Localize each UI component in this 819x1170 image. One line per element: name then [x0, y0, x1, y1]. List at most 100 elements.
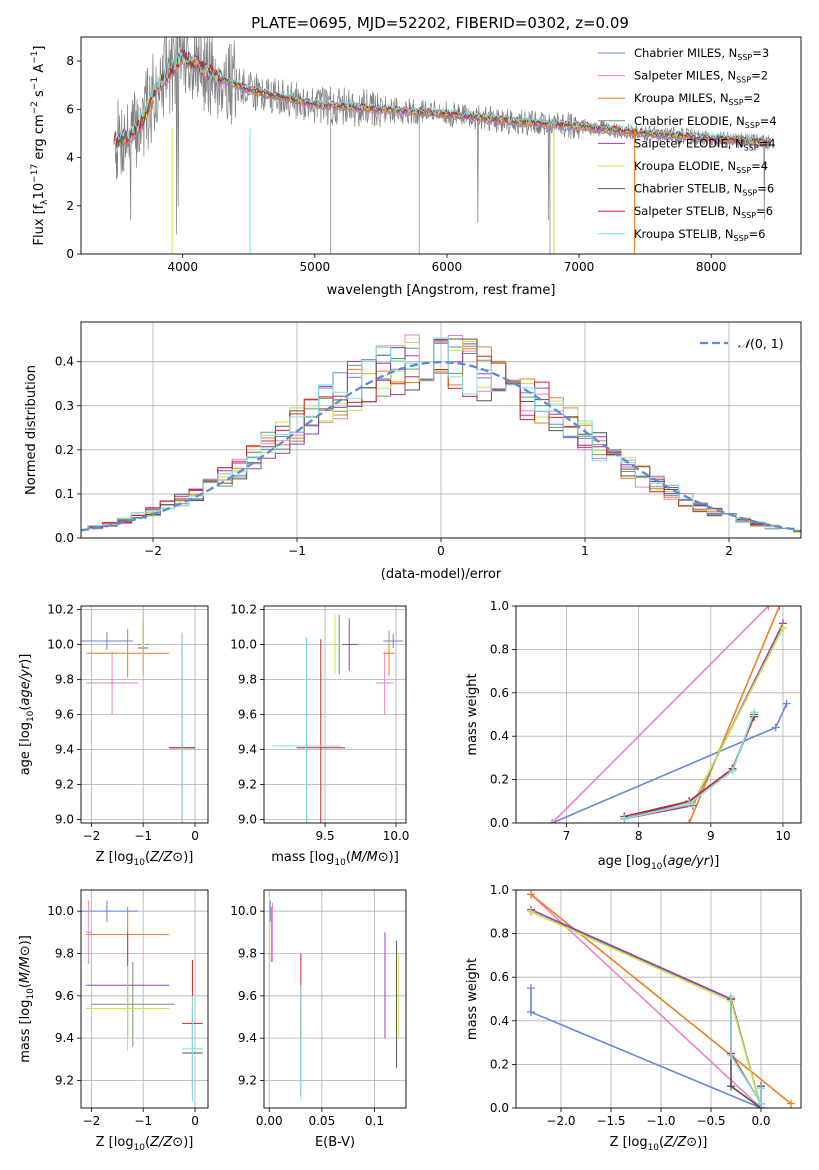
weight-line-4	[530, 908, 762, 1108]
x-tick-label: 0	[437, 544, 445, 558]
legend-label: Kroupa MILES, NSSP=2	[634, 91, 760, 107]
axes-frame	[80, 36, 802, 255]
errorbar-1	[86, 651, 139, 715]
panel-weight_vs_age: 7 8 9 10 0.0 0.2 0.4 0.6 0.8 1.0 age [log10(age/yr…	[465, 599, 802, 872]
x-tick-label: −1.5	[596, 1114, 625, 1128]
y-tick-label: 9.2	[55, 1073, 74, 1087]
weight-point-marker	[782, 699, 791, 708]
legend-label: Salpeter ELODIE, NSSP=4	[634, 136, 776, 152]
axes-frame	[263, 605, 407, 824]
x-tick-label: −1	[288, 544, 306, 558]
weight-point-marker	[778, 623, 787, 632]
x-tick-label: 0.00	[256, 1114, 283, 1128]
x-tick-label: 9	[707, 829, 715, 843]
weight-point-marker	[527, 890, 535, 899]
y-tick-label: 0.1	[55, 487, 74, 501]
y-tick-label: 4	[66, 151, 74, 165]
weight-point-marker	[527, 984, 535, 993]
y-tick-label: 9.2	[238, 778, 257, 792]
x-tick-label: 0.05	[308, 1114, 335, 1128]
x-axis-label: E(B-V)	[315, 1135, 355, 1150]
x-tick-label: 10.0	[383, 829, 410, 843]
errorbar-7	[296, 639, 345, 823]
panel-weight_vs_Z: −2.0 −1.5 −1.0 −0.5 0.0 0.0 0.2 0.4 0.6 0.8 1.0 Z […	[465, 883, 802, 1153]
y-tick-label: 9.6	[55, 989, 74, 1003]
legend-label: Kroupa STELIB, NSSP=6	[634, 227, 765, 243]
y-tick-label: 1.0	[490, 883, 509, 897]
normal-reference-curve	[81, 360, 799, 532]
x-tick-label: 8000	[696, 260, 727, 274]
y-tick-label: 9.4	[55, 1031, 74, 1045]
errorbar-8	[182, 995, 203, 1102]
errorbar-3	[91, 961, 175, 1047]
y-tick-label: 9.4	[238, 743, 257, 757]
weight-point-marker	[620, 814, 629, 823]
x-tick-label: 0.0	[751, 1114, 770, 1128]
y-tick-label: 0.4	[55, 355, 74, 369]
axes-frame	[515, 889, 802, 1109]
panel-mass_vs_Z: −2 −1 0 9.2 9.4 9.6 9.8 10.0 Z [log10(Z/Z⊙)] mass…	[18, 889, 209, 1153]
figure-title: PLATE=0695, MJD=52202, FIBERID=0302, z=0…	[251, 14, 629, 32]
errorbar-2	[383, 630, 395, 676]
legend-label: Salpeter MILES, NSSP=2	[634, 69, 768, 85]
errorbar-8	[272, 637, 341, 823]
y-tick-label: 9.6	[55, 708, 74, 722]
y-tick-label: 0.6	[490, 686, 509, 700]
y-tick-label: 10.2	[230, 603, 257, 617]
x-tick-label: 4000	[167, 260, 198, 274]
x-axis-label: age [log10(age/yr)]	[598, 854, 720, 872]
axes-frame	[515, 605, 802, 824]
x-tick-label: 7000	[564, 260, 595, 274]
y-tick-label: 10.0	[47, 904, 74, 918]
legend-label: Chabrier MILES, NSSP=3	[634, 46, 769, 62]
weight-point-marker	[548, 819, 557, 823]
plot-area-weight_vs_Z	[527, 890, 795, 1108]
axes-frame	[80, 321, 802, 539]
legend-label: Salpeter STELIB, NSSP=6	[634, 204, 773, 220]
weight-line-2	[688, 606, 781, 823]
histogram-series-8	[81, 337, 801, 531]
y-tick-label: 0.2	[490, 1057, 509, 1071]
y-axis-label: age [log10(age/yr)]	[18, 654, 36, 776]
x-tick-label: −2	[144, 544, 162, 558]
y-tick-label: 0	[66, 247, 74, 261]
errorbar-0	[383, 634, 404, 648]
weight-point-marker	[757, 1084, 765, 1093]
weight-point-marker	[771, 723, 780, 732]
y-tick-label: 0.4	[490, 729, 509, 743]
weight-point-marker	[757, 1099, 765, 1108]
weight-point-marker	[775, 606, 784, 610]
y-tick-label: 0.0	[490, 816, 509, 830]
x-axis-label: mass [log10(M/M⊙)]	[271, 850, 399, 868]
weight-point-marker	[527, 1008, 535, 1017]
plot-area-mass_vs_Z	[81, 900, 203, 1102]
x-tick-label: 9.5	[316, 829, 335, 843]
y-tick-label: 10.0	[230, 904, 257, 918]
errorbar-4	[340, 618, 358, 671]
x-axis-label: Z [log10(Z/Z⊙)]	[96, 1135, 194, 1153]
y-tick-label: 6	[66, 102, 74, 116]
axes-frame	[80, 889, 209, 1109]
weight-point-marker	[685, 799, 694, 808]
x-tick-label: −2	[83, 1114, 101, 1128]
weight-line-1	[551, 606, 770, 823]
weight-line-8	[624, 712, 755, 820]
legend-label: Chabrier STELIB, NSSP=6	[634, 182, 774, 198]
panel-age_vs_mass: 9.5 10.0 9.0 9.2 9.4 9.6 9.8 10.0 10.2 mass [log1…	[230, 603, 409, 869]
y-tick-label: 0.8	[490, 642, 509, 656]
x-axis-label: Z [log10(Z/Z⊙)]	[610, 1135, 708, 1153]
legend-label: 𝒩(0, 1)	[738, 336, 784, 351]
legend-label: Kroupa ELODIE, NSSP=4	[634, 159, 768, 175]
y-tick-label: 1.0	[490, 599, 509, 613]
x-tick-label: 7	[563, 829, 571, 843]
y-tick-label: 9.8	[55, 946, 74, 960]
y-tick-label: 0.0	[55, 531, 74, 545]
panel-age_vs_Z: −2 −1 0 9.0 9.2 9.4 9.6 9.8 10.0 10.2 Z [log10(Z/Z…	[18, 603, 209, 868]
y-tick-label: 10.0	[230, 638, 257, 652]
y-tick-label: 9.6	[238, 989, 257, 1003]
errorbar-8	[180, 632, 184, 823]
y-tick-label: 10.2	[47, 603, 74, 617]
weight-line-8	[730, 996, 762, 1107]
plot-area-age_vs_Z	[81, 614, 196, 823]
